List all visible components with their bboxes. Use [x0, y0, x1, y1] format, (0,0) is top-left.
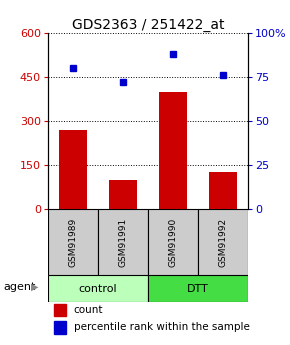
Bar: [59, 130, 87, 209]
Bar: [109, 180, 137, 209]
Text: GSM91991: GSM91991: [118, 218, 127, 267]
Text: GSM91990: GSM91990: [168, 218, 177, 267]
Title: GDS2363 / 251422_at: GDS2363 / 251422_at: [72, 18, 224, 32]
Bar: [209, 172, 237, 209]
Bar: [198, 209, 248, 275]
Bar: [148, 209, 198, 275]
Text: count: count: [74, 305, 103, 315]
Text: GSM91992: GSM91992: [218, 218, 227, 267]
Text: DTT: DTT: [187, 284, 209, 294]
Text: control: control: [79, 284, 117, 294]
Bar: [54, 322, 66, 334]
Bar: [54, 304, 66, 316]
Text: percentile rank within the sample: percentile rank within the sample: [74, 322, 250, 332]
Bar: [159, 91, 187, 209]
Text: GSM91989: GSM91989: [68, 218, 77, 267]
Text: ▶: ▶: [31, 282, 39, 292]
Text: agent: agent: [3, 282, 35, 292]
Bar: [48, 209, 98, 275]
Bar: [48, 275, 148, 302]
Bar: [98, 209, 148, 275]
Bar: [148, 275, 248, 302]
